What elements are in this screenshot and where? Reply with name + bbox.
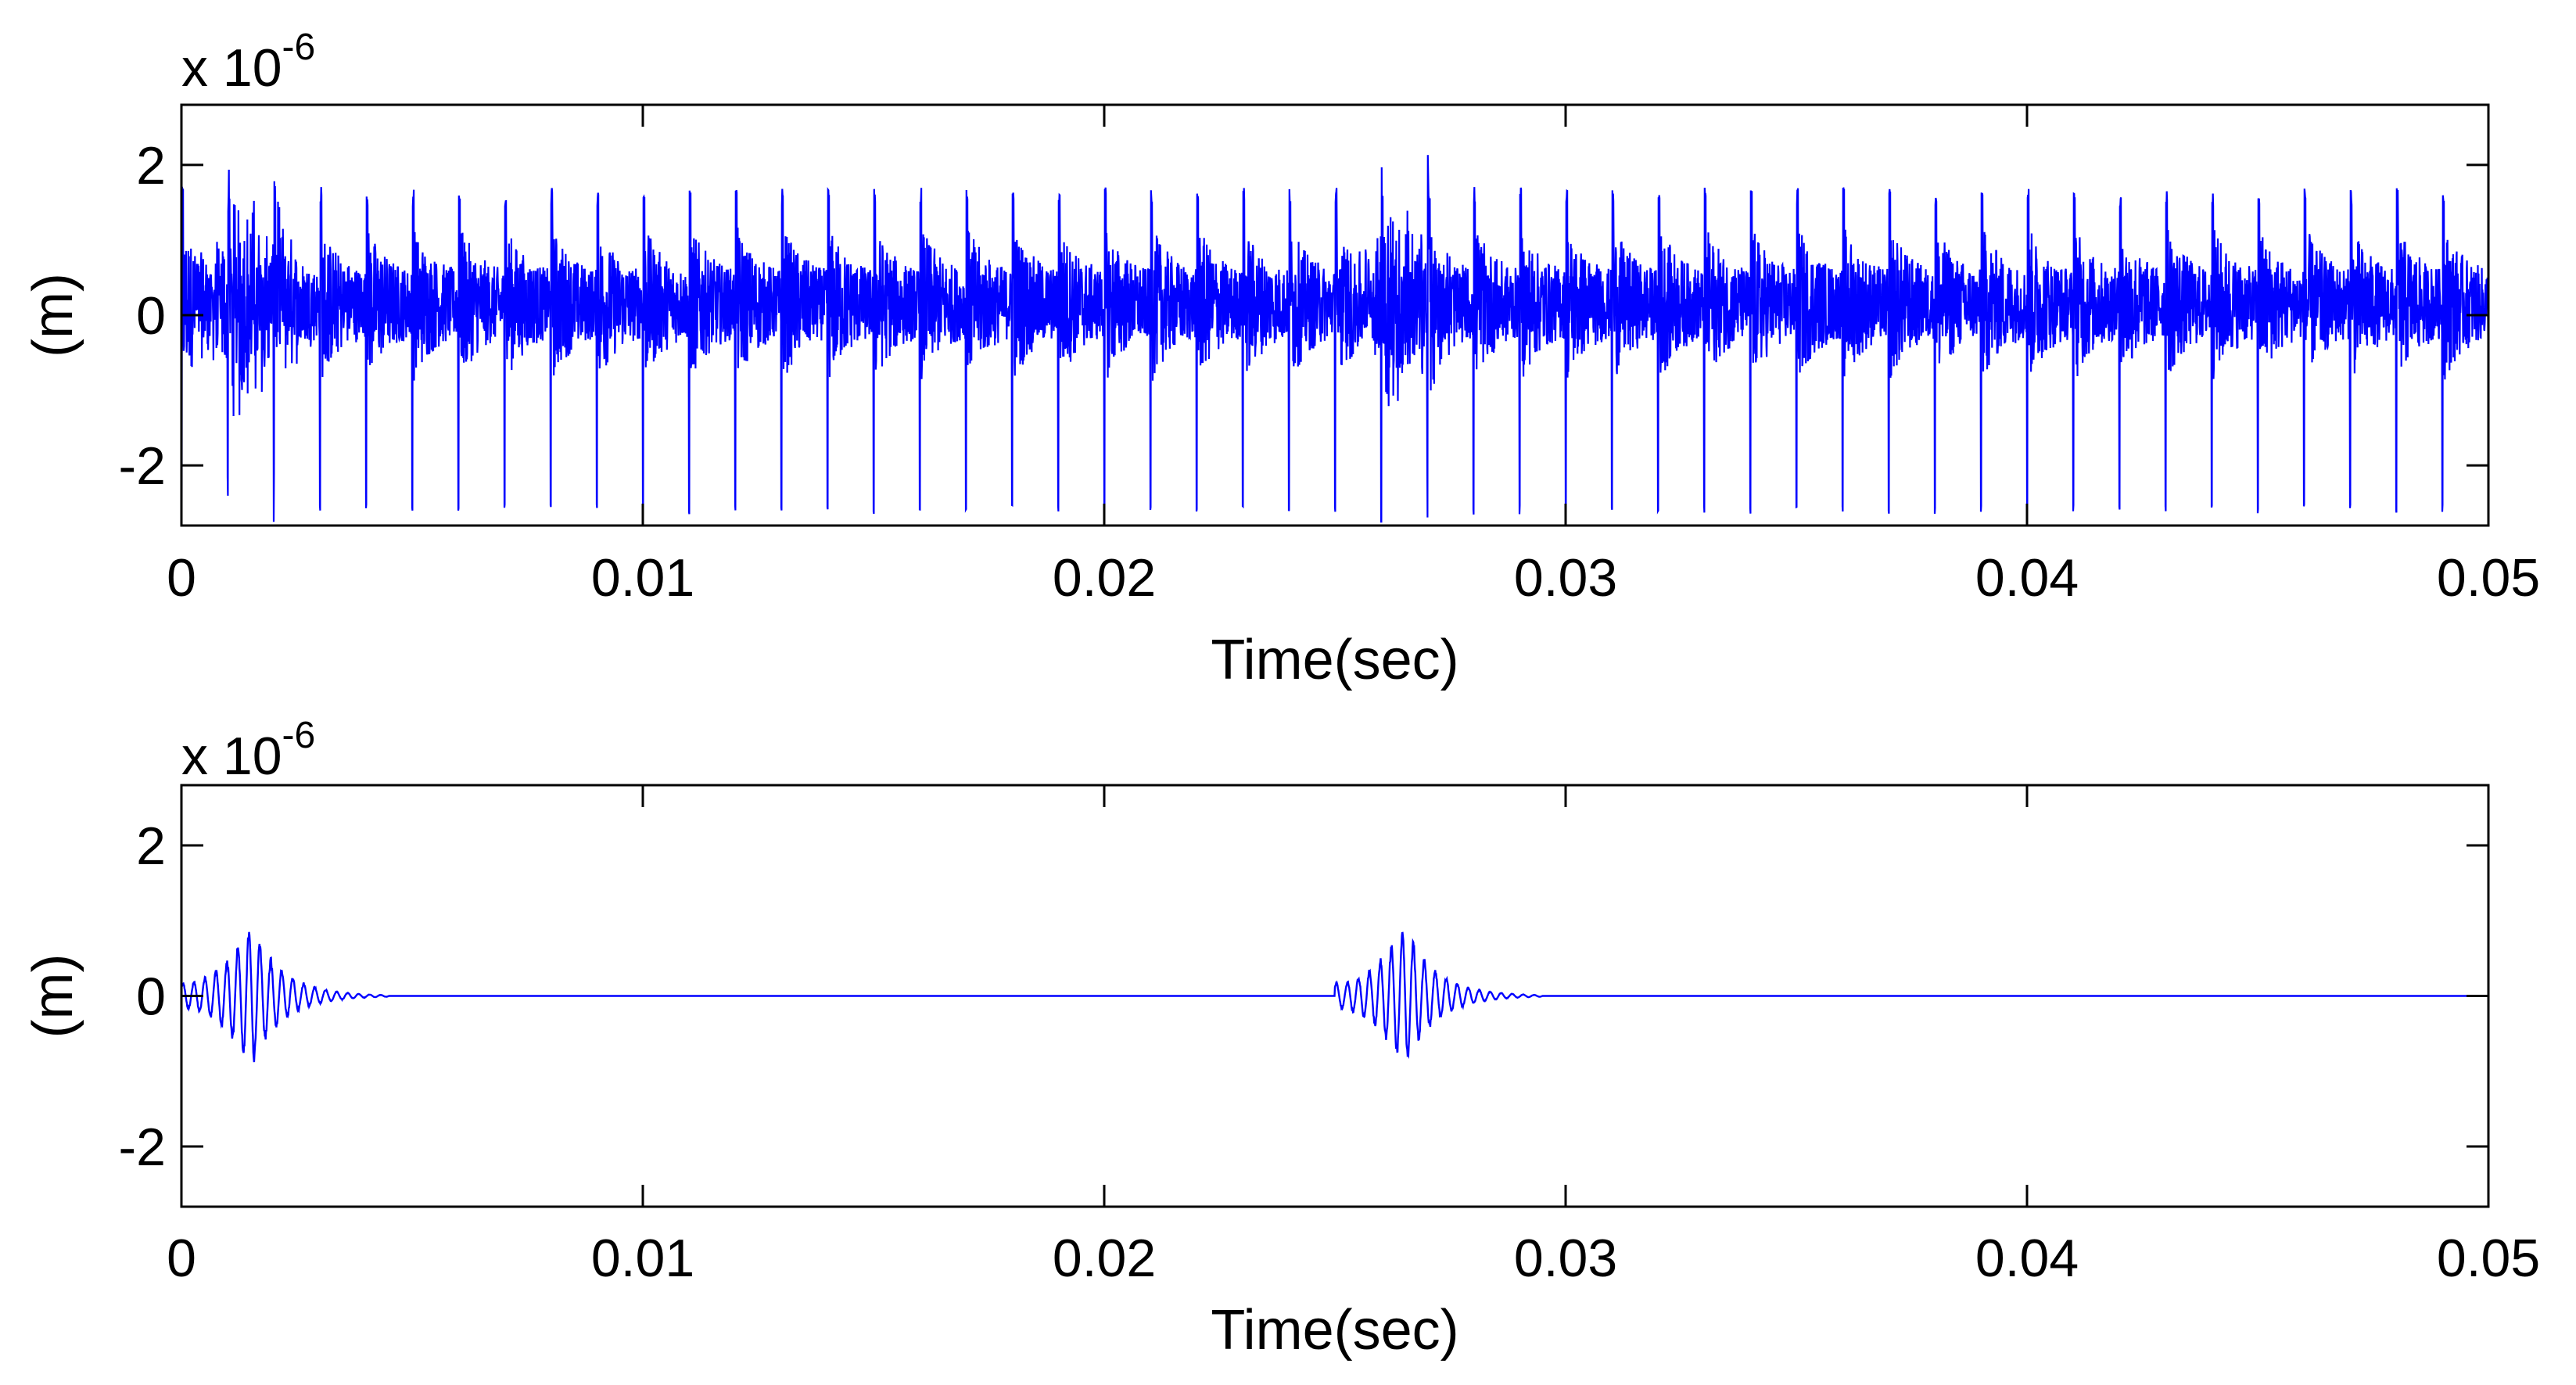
x-tick-label: 0.05: [2437, 1229, 2540, 1288]
x-tick-label: 0.01: [591, 548, 694, 608]
x-axis-label: Time(sec): [1211, 629, 1458, 691]
x-tick-label: 0.02: [1053, 1229, 1156, 1288]
y-multiplier-label: x 10-6: [181, 715, 315, 786]
y-tick-label: 2: [136, 816, 166, 876]
x-tick-label: 0.04: [1975, 548, 2079, 608]
x-tick-label: 0.05: [2437, 548, 2540, 608]
x-axis-label: Time(sec): [1211, 1299, 1458, 1362]
series-line: [181, 931, 2488, 1063]
y-tick-label: 0: [136, 967, 166, 1027]
y-tick-label: -2: [119, 436, 166, 496]
y-axis-label: (m): [22, 273, 84, 357]
x-tick-label: 0.01: [591, 1229, 694, 1288]
series-line: [181, 155, 2488, 523]
x-tick-label: 0: [167, 548, 196, 608]
y-multiplier-label: x 10-6: [181, 27, 315, 98]
y-tick-label: 2: [136, 136, 166, 196]
x-tick-label: 0.02: [1053, 548, 1156, 608]
x-tick-label: 0.03: [1514, 1229, 1617, 1288]
y-tick-label: 0: [136, 286, 166, 346]
y-tick-label: -2: [119, 1118, 166, 1177]
x-tick-label: 0: [167, 1229, 196, 1288]
y-axis-label: (m): [22, 954, 84, 1039]
x-tick-label: 0.04: [1975, 1229, 2079, 1288]
x-tick-label: 0.03: [1514, 548, 1617, 608]
